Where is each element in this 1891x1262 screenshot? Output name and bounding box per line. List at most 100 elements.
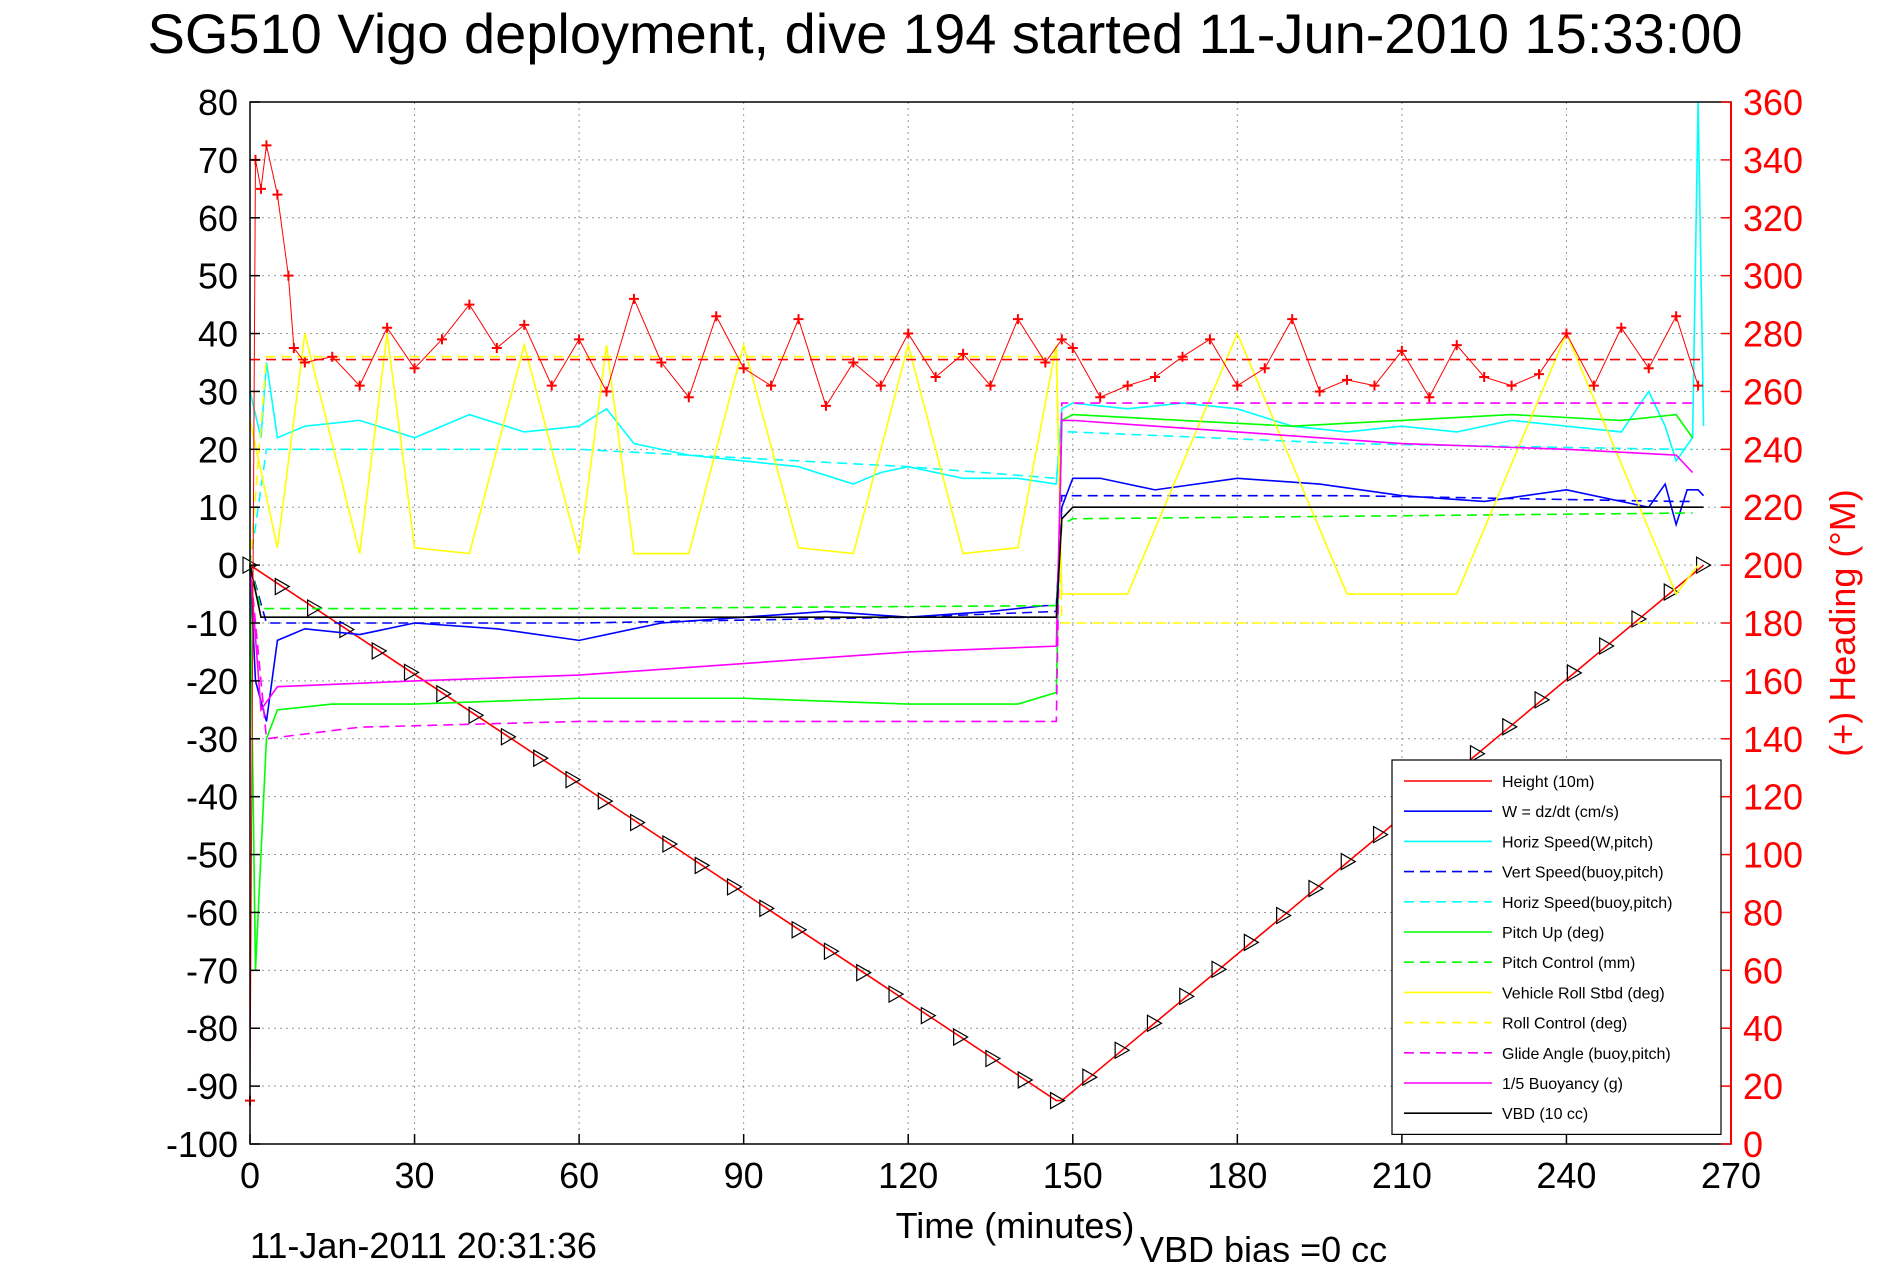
- axis-ticks: 0 30 60 90 120 150 180 210 240 270 80 70 60 50 40 30 20 1…: [166, 82, 1803, 1196]
- legend-entry: Horiz Speed(buoy,pitch): [1502, 895, 1672, 912]
- y2-tick-label: 80: [1743, 892, 1783, 933]
- x-tick-label: 180: [1207, 1155, 1267, 1196]
- y-tick-label: -100: [166, 1124, 238, 1165]
- x-tick-label: 210: [1372, 1155, 1432, 1196]
- depth-marker: [1372, 825, 1389, 844]
- depth-marker: [791, 920, 808, 939]
- depth-marker: [1082, 1068, 1099, 1087]
- depth-marker: [1308, 879, 1325, 898]
- x-tick-label: 0: [240, 1155, 260, 1196]
- y-tick-label: 10: [198, 487, 238, 528]
- depth-marker: [823, 942, 840, 961]
- y-tick-label: 0: [218, 545, 238, 586]
- y2-tick-label: 340: [1743, 140, 1803, 181]
- y2-tick-label: 360: [1743, 82, 1803, 123]
- depth-marker: [1502, 717, 1518, 736]
- depth-marker: [1469, 744, 1486, 763]
- depth-marker: [1211, 960, 1228, 979]
- depth-marker: [726, 877, 743, 896]
- x-axis-label: Time (minutes): [896, 1205, 1135, 1246]
- series-layer: [242, 101, 1712, 1110]
- depth-marker: [920, 1006, 937, 1025]
- y2-tick-label: 120: [1743, 777, 1803, 818]
- y2-tick-label: 0: [1743, 1124, 1763, 1165]
- y2-tick-label: 160: [1743, 661, 1803, 702]
- y2-tick-label: 300: [1743, 256, 1803, 297]
- depth-marker: [1049, 1091, 1066, 1110]
- depth-marker: [597, 792, 614, 811]
- depth-marker: [1566, 663, 1583, 682]
- depth-marker: [1663, 583, 1680, 602]
- x-tick-label: 240: [1536, 1155, 1596, 1196]
- y-tick-label: -20: [186, 661, 238, 702]
- y2-tick-label: 140: [1743, 719, 1803, 760]
- depth-marker: [1599, 636, 1615, 655]
- y2-tick-label: 20: [1743, 1066, 1783, 1107]
- depth-marker: [1695, 556, 1712, 575]
- y2-tick-label: 320: [1743, 198, 1803, 239]
- y-tick-label: 30: [198, 371, 238, 412]
- depth-marker: [371, 641, 388, 660]
- heading-series-line: [249, 145, 1699, 1101]
- y-tick-label: 20: [198, 429, 238, 470]
- depth-marker: [1114, 1041, 1131, 1060]
- y2-tick-label: 260: [1743, 371, 1803, 412]
- y-tick-label: -80: [186, 1008, 238, 1049]
- y2-tick-label: 240: [1743, 429, 1803, 470]
- y-tick-label: -30: [186, 719, 238, 760]
- legend-entry: 1/5 Buoyancy (g): [1502, 1076, 1623, 1093]
- series-line-10: [249, 419, 1694, 713]
- x-tick-label: 90: [724, 1155, 764, 1196]
- depth-marker: [436, 684, 453, 703]
- depth-marker: [533, 749, 549, 768]
- y-tick-label: 70: [198, 140, 238, 181]
- x-tick-label: 60: [559, 1155, 599, 1196]
- depth-marker: [694, 856, 711, 875]
- y2-tick-label: 280: [1743, 314, 1803, 355]
- series-line-6: [249, 512, 1693, 610]
- depth-marker: [985, 1049, 1002, 1068]
- depth-marker: [307, 598, 323, 618]
- depth-marker: [1017, 1070, 1034, 1089]
- legend-entry: Pitch Up (deg): [1502, 925, 1604, 942]
- legend-entry: Pitch Control (mm): [1502, 955, 1635, 972]
- y-tick-label: 50: [198, 256, 238, 297]
- y-tick-label: -90: [186, 1066, 238, 1107]
- depth-marker: [953, 1028, 969, 1047]
- chart-legend: Height (10m) W = dz/dt (cm/s) Horiz Speed(…: [1391, 759, 1722, 1135]
- depth-marker: [468, 706, 485, 725]
- y2-tick-label: 100: [1743, 835, 1803, 876]
- depth-marker: [662, 834, 679, 854]
- depth-marker: [1534, 690, 1551, 709]
- series-line-2: [249, 101, 1705, 485]
- legend-entry: W = dz/dt (cm/s): [1502, 804, 1619, 821]
- y-tick-label: -50: [186, 835, 238, 876]
- depth-marker: [630, 813, 646, 832]
- depth-marker: [1340, 852, 1357, 871]
- y2-tick-label: 40: [1743, 1008, 1783, 1049]
- depth-marker: [1146, 1014, 1163, 1033]
- y-tick-label: 80: [198, 82, 238, 123]
- chart-title: SG510 Vigo deployment, dive 194 started …: [147, 2, 1742, 65]
- series-line-5: [249, 413, 1694, 971]
- y2-tick-label: 200: [1743, 545, 1803, 586]
- x-tick-label: 150: [1043, 1155, 1103, 1196]
- depth-marker: [1243, 933, 1260, 952]
- vbd-bias-label: VBD bias =0 cc: [1140, 1229, 1387, 1262]
- series-line-8: [249, 355, 1699, 624]
- legend-entry: VBD (10 cc): [1502, 1106, 1588, 1123]
- legend-entry: Roll Control (deg): [1502, 1016, 1627, 1033]
- depth-marker: [274, 577, 291, 596]
- depth-marker: [1179, 987, 1195, 1006]
- y-tick-label: -10: [186, 603, 238, 644]
- legend-box: [1391, 759, 1722, 1135]
- y-tick-label: -70: [186, 950, 238, 991]
- legend-entry: Vert Speed(buoy,pitch): [1502, 865, 1664, 882]
- depth-marker: [500, 727, 517, 746]
- y-tick-label: 60: [198, 198, 238, 239]
- series-line-11: [249, 506, 1704, 619]
- x-tick-label: 270: [1701, 1155, 1761, 1196]
- depth-marker: [759, 899, 776, 918]
- y2-tick-label: 220: [1743, 487, 1803, 528]
